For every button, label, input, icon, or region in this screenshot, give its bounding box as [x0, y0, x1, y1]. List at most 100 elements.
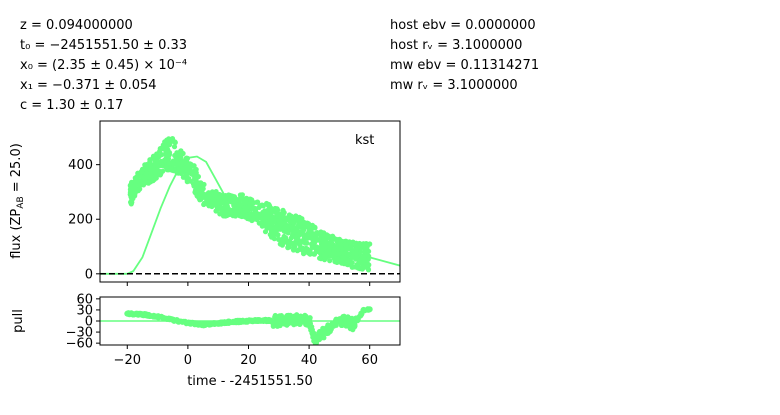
pull-data-point	[356, 317, 361, 322]
flux-data-point	[266, 203, 271, 208]
flux-data-point	[347, 258, 352, 263]
flux-data-point	[133, 179, 138, 184]
pull-data-point	[321, 329, 327, 335]
flux-data-point	[289, 214, 294, 219]
flux-data-point	[198, 197, 203, 202]
pull-ytick-label: −60	[66, 337, 93, 352]
flux-panel: 0200400 kst flux (ZPAB = 25.0)	[9, 121, 400, 286]
pull-data-point	[317, 336, 322, 341]
pull-data-point	[361, 307, 367, 313]
pull-data-point	[170, 317, 176, 323]
flux-data-point	[276, 219, 281, 224]
flux-data-point	[327, 248, 332, 253]
pull-data-point	[316, 330, 321, 335]
flux-data-point	[243, 198, 248, 203]
pull-data-point	[162, 316, 167, 321]
flux-data-point	[151, 154, 156, 159]
pull-ylabel: pull	[11, 309, 26, 333]
flux-data-point	[304, 223, 309, 228]
flux-data-point	[271, 215, 276, 220]
flux-data-point	[164, 165, 169, 170]
pull-data-point	[367, 306, 373, 312]
flux-data-point	[178, 154, 183, 159]
flux-data-point	[325, 233, 330, 238]
flux-data-point	[213, 191, 218, 196]
pull-data-point	[284, 320, 289, 325]
flux-data-point	[274, 206, 279, 211]
flux-data-point	[322, 254, 327, 259]
pull-data-point	[185, 320, 191, 326]
flux-data-point	[311, 251, 316, 256]
flux-data-point	[193, 172, 198, 177]
flux-data-point	[172, 144, 177, 149]
flux-data-point	[316, 249, 321, 254]
pull-data-point	[352, 322, 358, 328]
pull-data-point	[271, 324, 276, 329]
flux-data-point	[364, 243, 369, 248]
pull-data-point	[291, 316, 297, 322]
pull-data-point	[286, 313, 291, 318]
pull-xtick-label: −20	[114, 353, 141, 368]
flux-data-point	[229, 195, 234, 200]
flux-data-point	[268, 225, 273, 230]
flux-data-point	[347, 239, 352, 244]
flux-data-point	[285, 245, 290, 250]
flux-data-point	[199, 189, 204, 194]
flux-data-point	[185, 177, 190, 182]
pull-data-point	[246, 318, 252, 324]
pull-data-point	[276, 318, 282, 324]
pull-data-point	[312, 338, 318, 344]
flux-data-point	[130, 196, 135, 201]
flux-data-point	[195, 188, 200, 193]
flux-data-point	[341, 255, 346, 260]
flux-data-point	[202, 201, 207, 206]
pull-data-point	[255, 318, 260, 323]
flux-data-point	[197, 180, 202, 185]
flux-data-point	[339, 261, 344, 266]
flux-ytick-label: 400	[68, 158, 93, 173]
pull-data-point	[215, 320, 221, 326]
flux-data-point	[219, 209, 224, 214]
pull-data-point	[328, 325, 333, 330]
flux-data-point	[147, 159, 152, 164]
flux-data-point	[272, 229, 277, 234]
flux-data-point	[337, 240, 342, 245]
flux-data-point	[215, 204, 220, 209]
band-label: kst	[355, 133, 374, 148]
flux-data-point	[162, 158, 167, 163]
flux-data-point	[309, 233, 314, 238]
flux-data-point	[263, 229, 268, 234]
flux-data-point	[186, 162, 191, 167]
flux-data-point	[139, 169, 144, 174]
flux-data-point	[132, 184, 137, 189]
flux-data-point	[284, 217, 289, 222]
flux-data-point	[291, 220, 296, 225]
flux-data-point	[361, 257, 366, 262]
flux-data-point	[169, 168, 174, 173]
flux-data-point	[137, 183, 142, 188]
pull-data-point	[336, 316, 342, 322]
pull-data-point	[268, 317, 273, 322]
flux-data-point	[284, 238, 289, 243]
flux-data-point	[145, 174, 150, 179]
pull-data-point	[200, 322, 206, 328]
flux-data-point	[219, 201, 224, 206]
pull-data-point	[342, 315, 347, 320]
pull-data-point	[155, 314, 161, 320]
pull-data-point	[192, 322, 197, 327]
flux-data-point	[335, 256, 340, 261]
flux-ytick-label: 0	[85, 267, 93, 282]
flux-data-point	[151, 178, 156, 183]
pull-xtick-label: 40	[301, 353, 318, 368]
flux-data-point	[156, 154, 161, 159]
flux-ylabel: flux (ZPAB = 25.0)	[9, 143, 26, 259]
flux-data-point	[321, 232, 326, 237]
pull-data-point	[306, 317, 312, 323]
flux-data-point	[261, 203, 266, 208]
flux-data-point	[314, 244, 319, 249]
flux-data-point	[276, 237, 281, 242]
flux-data-point	[247, 201, 252, 206]
flux-data-point	[238, 202, 243, 207]
flux-data-point	[304, 246, 309, 251]
